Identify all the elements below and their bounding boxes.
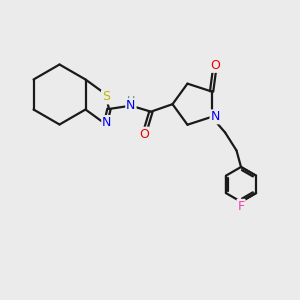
Text: N: N [211, 110, 220, 123]
Text: O: O [139, 128, 149, 141]
Text: F: F [237, 200, 244, 213]
Text: H: H [127, 96, 135, 106]
Text: S: S [102, 91, 110, 103]
Text: N: N [102, 116, 112, 129]
Text: N: N [126, 99, 136, 112]
Text: O: O [210, 59, 220, 72]
